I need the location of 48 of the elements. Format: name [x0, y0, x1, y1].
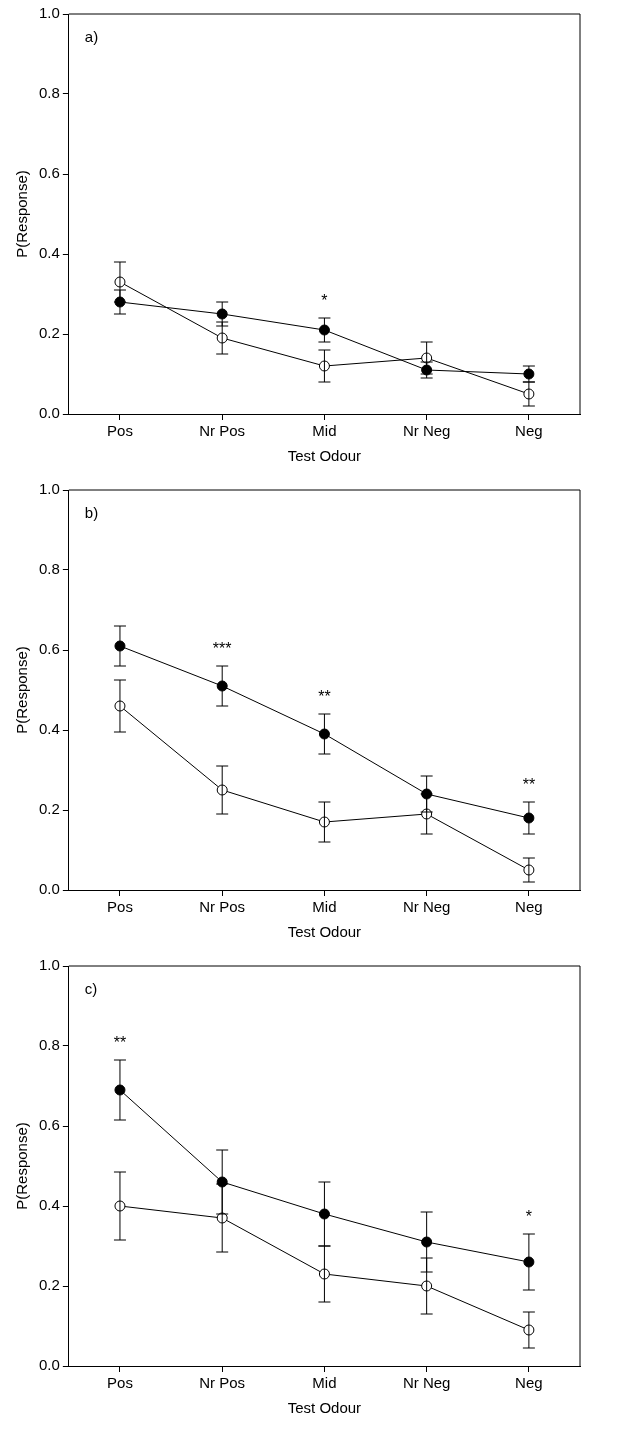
y-tick-label: 0.8 [38, 1036, 60, 1054]
y-axis-title: P(Response) [13, 1122, 31, 1210]
y-tick-label: 1.0 [38, 480, 60, 498]
y-tick-label: 0.8 [38, 84, 60, 102]
x-tick-label: Nr Neg [402, 422, 451, 440]
x-tick-label: Mid [312, 898, 337, 916]
x-tick-label: Neg [515, 898, 543, 916]
y-tick-label: 1.0 [38, 956, 60, 974]
y-axis-title: P(Response) [13, 646, 31, 734]
y-tick-label: 0.2 [38, 1276, 60, 1294]
data-label: * [321, 292, 328, 310]
y-tick-label: 0.4 [38, 720, 60, 738]
y-tick-label: 0.6 [38, 640, 60, 658]
x-tick-label: Nr Neg [402, 1374, 451, 1392]
x-tick-label: Mid [312, 422, 337, 440]
y-tick-label: 0.8 [38, 560, 60, 578]
x-tick-label: Pos [107, 898, 133, 916]
y-tick-label: 0.6 [38, 1116, 60, 1134]
y-tick-label: 0.4 [38, 244, 60, 262]
x-tick-label: Mid [312, 1374, 337, 1392]
data-label: ** [318, 688, 331, 706]
y-tick-label: 0.2 [38, 800, 60, 818]
x-tick-label: Pos [107, 422, 133, 440]
x-tick-label: Nr Neg [402, 898, 451, 916]
y-tick-label: 0.0 [38, 880, 60, 898]
y-tick-label: 1.0 [38, 4, 60, 22]
y-tick-label: 0.2 [38, 324, 60, 342]
x-axis-title: Test Odour [287, 923, 362, 941]
y-tick-label: 0.0 [38, 1356, 60, 1374]
x-tick-label: Nr Pos [199, 898, 246, 916]
x-tick-label: Neg [515, 422, 543, 440]
x-tick-label: Neg [515, 1374, 543, 1392]
text: a) [84, 28, 99, 46]
text: b) [84, 504, 99, 522]
y-tick-label: 0.4 [38, 1196, 60, 1214]
text: c) [84, 980, 98, 998]
y-tick-label: 0.6 [38, 164, 60, 182]
data-label: ** [522, 776, 536, 794]
x-tick-label: Nr Pos [199, 1374, 246, 1392]
x-tick-label: Nr Pos [199, 422, 246, 440]
y-axis-title: P(Response) [13, 170, 31, 258]
y-tick-label: 0.0 [38, 404, 60, 422]
x-axis-title: Test Odour [287, 447, 362, 465]
data-label: *** [212, 640, 232, 658]
data-label: ** [113, 1034, 127, 1052]
data-label: * [525, 1208, 532, 1226]
x-tick-label: Pos [107, 1374, 133, 1392]
x-axis-title: Test Odour [287, 1399, 362, 1417]
